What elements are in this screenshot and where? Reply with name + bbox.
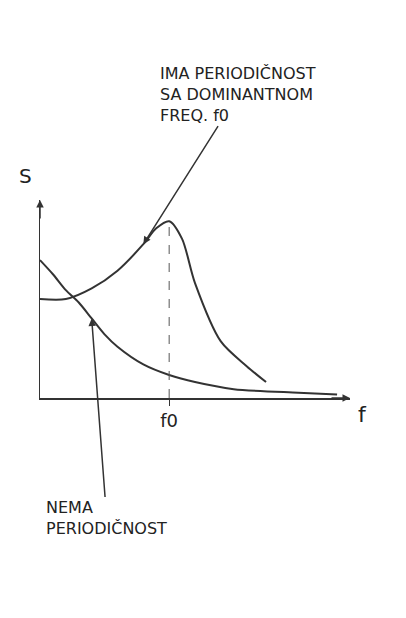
svg-text:NEMAPERIODIČNOST: NEMAPERIODIČNOST: [46, 498, 167, 538]
svg-text:IMA PERIODIČNOSTSA DOMINANTNOM: IMA PERIODIČNOSTSA DOMINANTNOMFREQ. f0: [160, 64, 316, 125]
svg-text:f0: f0: [160, 410, 178, 431]
svg-text:f: f: [358, 402, 367, 427]
svg-text:S: S: [19, 164, 32, 188]
